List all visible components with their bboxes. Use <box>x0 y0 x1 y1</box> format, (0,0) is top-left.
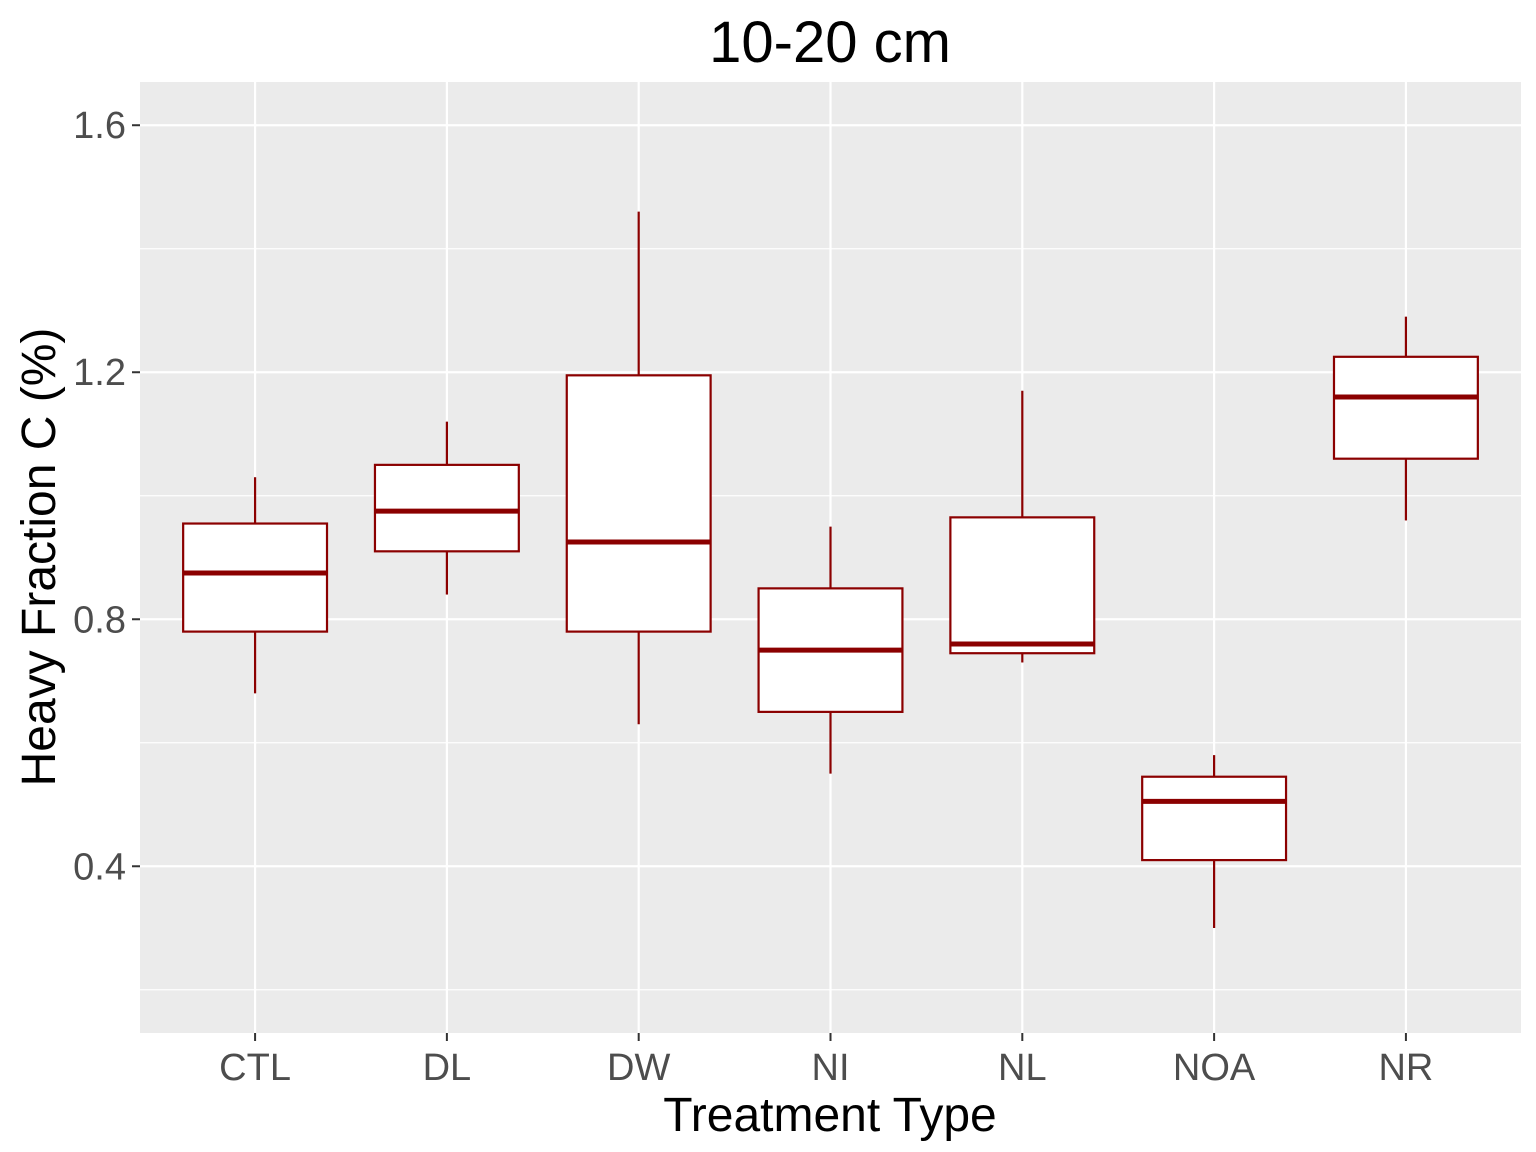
box-iqr <box>1332 355 1479 460</box>
box-iqr <box>373 463 520 553</box>
x-tick-label: CTL <box>219 1047 291 1089</box>
y-tick-label: 1.2 <box>73 352 126 394</box>
boxplots <box>182 211 1479 929</box>
x-tick-label: NR <box>1378 1047 1433 1089</box>
x-axis-title: Treatment Type <box>663 1089 997 1142</box>
box-iqr <box>949 516 1096 655</box>
chart-title: 10-20 cm <box>709 10 951 75</box>
x-tick-label: NOA <box>1173 1047 1256 1089</box>
x-tick-label: DL <box>423 1047 472 1089</box>
y-axis-ticks: 0.4 0.8 1.2 1.6 <box>73 105 140 888</box>
y-tick-label: 0.8 <box>73 599 126 641</box>
y-tick-label: 0.4 <box>73 846 126 888</box>
boxplot-nr <box>1332 316 1479 521</box>
box-iqr <box>182 522 329 633</box>
x-axis-ticks: CTL DL DW NI NL NOA NR <box>219 1033 1433 1089</box>
boxplot-ni <box>757 526 904 774</box>
boxplot-noa <box>1141 755 1288 929</box>
boxplot-dl <box>373 421 520 595</box>
boxplot-ctl <box>182 477 329 694</box>
x-tick-label: NL <box>998 1047 1047 1089</box>
x-tick-label: DW <box>607 1047 670 1089</box>
boxplot-nl <box>949 390 1096 663</box>
box-iqr <box>1141 775 1288 862</box>
boxplot-dw <box>565 211 712 725</box>
x-tick-label: NI <box>812 1047 850 1089</box>
y-tick-label: 1.6 <box>73 105 126 147</box>
box-iqr <box>565 374 712 633</box>
y-axis-title: Heavy Fraction C (%) <box>13 328 66 787</box>
